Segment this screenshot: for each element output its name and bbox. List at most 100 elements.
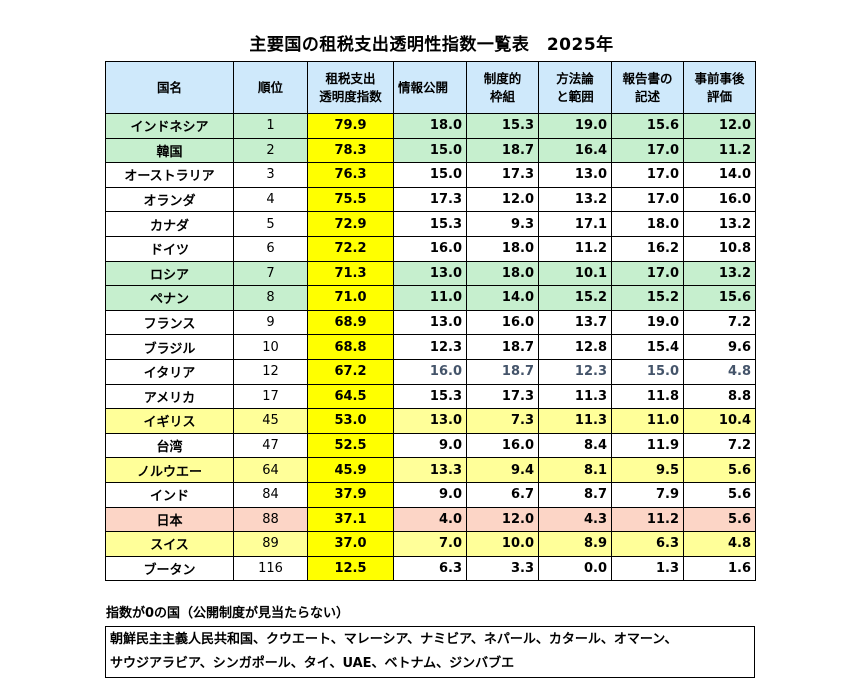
framework-cell: 9.3 [466,211,539,237]
report-cell: 17.0 [611,137,684,164]
disclosure-cell: 15.0 [393,137,467,164]
disclosure-cell: 15.3 [393,383,467,410]
disclosure-cell: 17.3 [393,186,467,213]
evaluation-cell: 7.2 [683,432,756,459]
rank-cell: 116 [233,555,308,582]
evaluation-cell: 5.6 [683,506,756,533]
framework-cell: 3.3 [466,555,539,582]
report-cell: 11.9 [611,432,684,459]
column-header-line2: 記述 [634,88,660,104]
framework-cell: 18.7 [466,334,539,360]
country-name-cell: オランダ [105,186,234,213]
report-cell: 17.0 [611,186,684,213]
report-cell: 11.2 [611,506,684,533]
table-row: オーストラリア 3 76.3 15.0 17.3 13.0 17.0 14.0 [105,162,756,188]
rank-cell: 47 [233,432,308,459]
country-name-cell: カナダ [105,211,234,237]
table-row: ペナン 8 71.0 11.0 14.0 15.2 15.2 15.6 [105,285,756,311]
rank-cell: 8 [233,285,308,311]
method-cell: 13.2 [538,186,612,213]
table-row: イタリア 12 67.2 16.0 18.7 12.3 15.0 4.8 [105,358,756,385]
evaluation-cell: 9.6 [683,334,756,360]
framework-cell: 18.7 [466,358,539,385]
method-cell: 17.1 [538,211,612,237]
evaluation-cell: 13.2 [683,260,756,287]
index-cell: 68.9 [307,309,394,336]
method-cell: 11.2 [538,235,612,262]
column-header-line1: 情報公開 [398,79,449,95]
table-row: ドイツ 6 72.2 16.0 18.0 11.2 16.2 10.8 [105,235,756,262]
zero-index-countries-line1: 朝鮮民主主義人民共和国、クウエート、マレーシア、ナミビア、ネパール、カタール、オ… [110,632,678,647]
method-cell: 13.7 [538,309,612,336]
country-name-cell: イギリス [105,408,234,434]
framework-cell: 18.0 [466,235,539,262]
report-cell: 15.6 [611,113,684,139]
column-header-line1: 方法論 [556,70,594,86]
index-cell: 75.5 [307,186,394,213]
evaluation-cell: 1.6 [683,555,756,582]
report-cell: 15.0 [611,358,684,385]
report-cell: 17.0 [611,162,684,188]
zero-index-countries-box: 朝鮮民主主義人民共和国、クウエート、マレーシア、ナミビア、ネパール、カタール、オ… [105,626,755,678]
report-cell: 15.2 [611,285,684,311]
report-cell: 11.8 [611,383,684,410]
evaluation-cell: 10.4 [683,408,756,434]
rank-cell: 3 [233,162,308,188]
framework-cell: 15.3 [466,113,539,139]
evaluation-cell: 13.2 [683,211,756,237]
report-cell: 1.3 [611,555,684,582]
column-header-line1: 事前事後 [694,70,745,86]
report-cell: 16.2 [611,235,684,262]
disclosure-cell: 13.0 [393,260,467,287]
country-name-cell: フランス [105,309,234,336]
index-cell: 72.9 [307,211,394,237]
report-cell: 9.5 [611,457,684,483]
report-cell: 6.3 [611,531,684,557]
column-header: 順位 [233,61,308,114]
header-row: 国名 順位 租税支出 透明度指数 情報公開 制度的 枠組 方法論 と範囲 報告書の 記述 事前事後 評価 [105,61,756,114]
index-cell: 37.9 [307,481,394,508]
rank-cell: 89 [233,531,308,557]
index-cell: 67.2 [307,358,394,385]
method-cell: 11.3 [538,383,612,410]
disclosure-cell: 12.3 [393,334,467,360]
disclosure-cell: 16.0 [393,235,467,262]
disclosure-cell: 18.0 [393,113,467,139]
disclosure-cell: 11.0 [393,285,467,311]
rank-cell: 9 [233,309,308,336]
index-cell: 72.2 [307,235,394,262]
column-header-line1: 租税支出 [325,70,376,86]
table-row: ブータン 116 12.5 6.3 3.3 0.0 1.3 1.6 [105,555,756,582]
report-cell: 17.0 [611,260,684,287]
index-cell: 37.1 [307,506,394,533]
rank-cell: 7 [233,260,308,287]
method-cell: 12.8 [538,334,612,360]
framework-cell: 17.3 [466,383,539,410]
table-row: 韓国 2 78.3 15.0 18.7 16.4 17.0 11.2 [105,137,756,164]
index-cell: 64.5 [307,383,394,410]
country-name-cell: ドイツ [105,235,234,262]
column-header: 報告書の 記述 [611,61,684,114]
index-cell: 78.3 [307,137,394,164]
table-row: 台湾 47 52.5 9.0 16.0 8.4 11.9 7.2 [105,432,756,459]
disclosure-cell: 6.3 [393,555,467,582]
column-header-line2: 枠組 [489,88,515,104]
index-cell: 71.3 [307,260,394,287]
framework-cell: 12.0 [466,186,539,213]
report-cell: 19.0 [611,309,684,336]
method-cell: 8.4 [538,432,612,459]
method-cell: 15.2 [538,285,612,311]
country-name-cell: ペナン [105,285,234,311]
index-cell: 37.0 [307,531,394,557]
column-header: 租税支出 透明度指数 [307,61,394,114]
table-row: スイス 89 37.0 7.0 10.0 8.9 6.3 4.8 [105,531,756,557]
column-header-line1: 順位 [257,79,283,95]
country-name-cell: 韓国 [105,137,234,164]
framework-cell: 14.0 [466,285,539,311]
evaluation-cell: 7.2 [683,309,756,336]
table-row: オランダ 4 75.5 17.3 12.0 13.2 17.0 16.0 [105,186,756,213]
page-title: 主要国の租税支出透明性指数一覧表 2025年 [249,35,614,55]
index-cell: 68.8 [307,334,394,360]
index-cell: 53.0 [307,408,394,434]
table-row: インドネシア 1 79.9 18.0 15.3 19.0 15.6 12.0 [105,113,756,139]
